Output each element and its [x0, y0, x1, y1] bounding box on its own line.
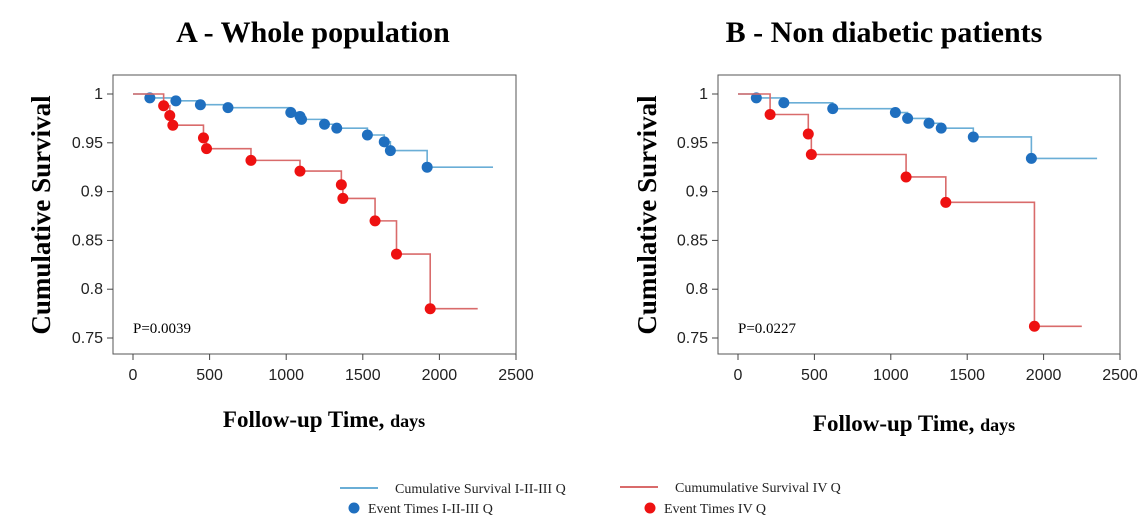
panel-a-x-axis-label: Follow-up Time, days [223, 407, 425, 432]
panel-b-series [738, 92, 1098, 332]
event-marker-i-iii [778, 97, 790, 109]
panel-a-series [133, 92, 494, 315]
event-marker-iv [391, 248, 403, 260]
event-marker-i-iii [222, 102, 234, 114]
x-tick-label: 500 [196, 367, 223, 384]
event-marker-i-iii [170, 95, 182, 107]
event-marker-i-iii [935, 122, 947, 134]
event-marker-iv [802, 128, 814, 140]
event-marker-iv [201, 143, 213, 155]
event-marker-iv [940, 196, 952, 208]
y-tick-label: 0.75 [677, 330, 708, 347]
survival-curve-iv [738, 93, 1082, 328]
panel-a-plot-frame [112, 74, 517, 355]
event-marker-iv [805, 149, 817, 161]
panel-b-title: B - Non diabetic patients [726, 16, 1043, 49]
panel-a-title: A - Whole population [176, 16, 450, 49]
panel-b-ticks: 0 500 1000 1500 2000 2500 0.75 0.8 0.85 0.9 0.95 1 [677, 86, 1138, 384]
event-marker-iv [294, 165, 306, 177]
panel-a-p-value: P=0.0039 [133, 321, 191, 337]
x-tick-label: 2500 [1102, 367, 1138, 384]
x-tick-label: 2000 [1026, 367, 1062, 384]
x-tick-label: 0 [734, 367, 743, 384]
event-marker-i-iii [421, 161, 433, 173]
event-marker-i-iii [967, 131, 979, 143]
event-marker-i-iii [194, 99, 206, 111]
x-tick-label: 1000 [268, 367, 304, 384]
event-marker-iv [158, 100, 170, 112]
survival-curve-i-iii [133, 93, 494, 168]
event-marker-iv [369, 215, 381, 227]
legend-event-iv-marker [644, 502, 656, 514]
event-marker-i-iii [827, 103, 839, 115]
event-marker-i-iii [285, 107, 297, 119]
event-marker-i-iii [331, 122, 343, 134]
panel-b-plot-frame [717, 74, 1121, 355]
survival-curve-i-iii [738, 93, 1098, 160]
event-marker-iv [337, 192, 349, 204]
legend: Cumulative Survival I-II-III Q Cumumulat… [340, 481, 841, 517]
x-tick-label: 1000 [873, 367, 909, 384]
event-marker-iv [167, 119, 179, 131]
y-tick-label: 1 [699, 86, 708, 103]
event-marker-iv [1028, 320, 1040, 332]
legend-event-i-iii-label: Event Times I-II-III Q [368, 502, 493, 517]
panel-a-ticks: 0 500 1000 1500 2000 2500 0.75 0.8 0.85 0.9 0.95 1 [72, 86, 534, 384]
event-marker-iv [335, 179, 347, 191]
y-tick-label: 0.9 [81, 184, 103, 201]
event-marker-i-iii [902, 112, 914, 124]
panel-b-p-value: P=0.0227 [738, 321, 797, 337]
y-tick-label: 0.85 [72, 232, 103, 249]
y-tick-label: 0.8 [686, 281, 708, 298]
x-tick-label: 2500 [498, 367, 534, 384]
event-marker-iv [424, 303, 436, 315]
event-marker-iv [245, 154, 257, 166]
x-tick-label: 1500 [949, 367, 985, 384]
y-tick-label: 1 [94, 86, 103, 103]
panel-b-y-axis-label: Cumulative Survival [632, 95, 662, 335]
event-marker-iv [764, 108, 776, 120]
event-marker-iv [164, 109, 176, 121]
event-marker-iv [900, 171, 912, 183]
x-tick-label: 2000 [422, 367, 458, 384]
survival-curve-iv [133, 93, 478, 310]
event-marker-i-iii [1025, 152, 1037, 164]
event-marker-i-iii [384, 145, 396, 157]
event-marker-i-iii [361, 129, 373, 141]
y-tick-label: 0.9 [686, 184, 708, 201]
y-tick-label: 0.8 [81, 281, 103, 298]
panel-b-x-axis-label: Follow-up Time, days [813, 411, 1015, 436]
event-marker-i-iii [296, 113, 308, 125]
legend-line-iv-label: Cumumulative Survival IV Q [675, 481, 841, 496]
legend-event-i-iii-marker [348, 502, 360, 514]
event-marker-i-iii [319, 118, 330, 130]
x-tick-label: 1500 [345, 367, 381, 384]
event-marker-i-iii [923, 117, 935, 129]
panel-a-y-axis-label: Cumulative Survival [26, 95, 56, 335]
y-tick-label: 0.95 [677, 135, 708, 152]
legend-event-iv-label: Event Times IV Q [664, 502, 766, 517]
x-tick-label: 500 [801, 367, 828, 384]
y-tick-label: 0.95 [72, 135, 103, 152]
y-tick-label: 0.85 [677, 232, 708, 249]
panel-b: B - Non diabetic patients Cumulative Sur… [632, 16, 1138, 436]
panel-a: A - Whole population Cumulative Survival… [26, 16, 534, 432]
event-marker-i-iii [889, 107, 901, 119]
legend-line-i-iii-label: Cumulative Survival I-II-III Q [395, 482, 566, 497]
event-marker-i-iii [378, 136, 390, 148]
event-marker-i-iii [144, 92, 156, 104]
x-tick-label: 0 [129, 367, 138, 384]
y-tick-label: 0.75 [72, 330, 103, 347]
event-marker-iv [197, 132, 209, 144]
event-marker-i-iii [750, 92, 762, 104]
